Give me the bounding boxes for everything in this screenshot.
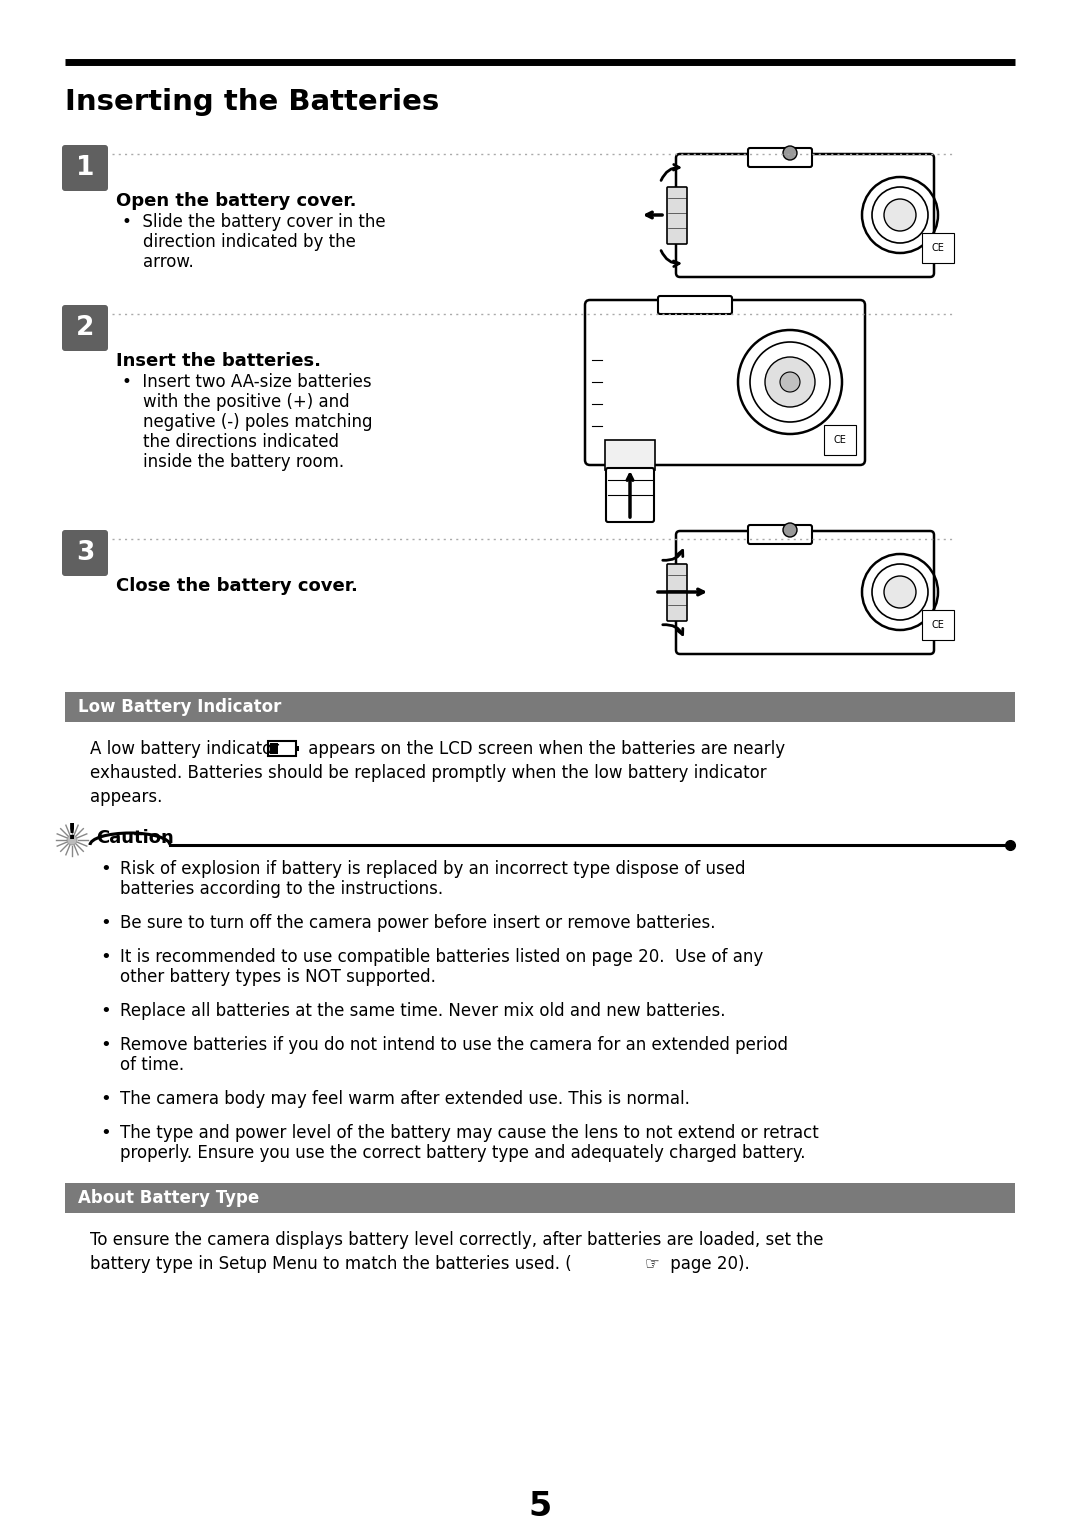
Text: inside the battery room.: inside the battery room.	[122, 454, 345, 470]
Circle shape	[783, 147, 797, 160]
Text: Caution: Caution	[96, 829, 174, 847]
Text: Risk of explosion if battery is replaced by an incorrect type dispose of used: Risk of explosion if battery is replaced…	[120, 860, 745, 878]
Circle shape	[750, 342, 831, 421]
Circle shape	[738, 330, 842, 434]
Text: Inserting the Batteries: Inserting the Batteries	[65, 89, 440, 116]
FancyBboxPatch shape	[676, 531, 934, 654]
Text: •: •	[100, 1124, 111, 1142]
Circle shape	[885, 576, 916, 608]
Text: negative (-) poles matching: negative (-) poles matching	[122, 412, 373, 431]
Text: •  Insert two AA-size batteries: • Insert two AA-size batteries	[122, 373, 372, 391]
Circle shape	[885, 199, 916, 231]
Text: 5: 5	[528, 1490, 552, 1522]
Text: CE: CE	[932, 243, 944, 253]
FancyBboxPatch shape	[748, 148, 812, 166]
Text: Insert the batteries.: Insert the batteries.	[116, 353, 321, 370]
Text: It is recommended to use compatible batteries listed on page 20.  Use of any: It is recommended to use compatible batt…	[120, 948, 764, 967]
Text: CE: CE	[932, 620, 944, 631]
Text: •: •	[100, 860, 111, 878]
Text: 2: 2	[76, 315, 94, 341]
Text: properly. Ensure you use the correct battery type and adequately charged battery: properly. Ensure you use the correct bat…	[120, 1144, 806, 1162]
Text: batteries according to the instructions.: batteries according to the instructions.	[120, 880, 443, 898]
FancyBboxPatch shape	[667, 186, 687, 244]
Circle shape	[780, 373, 800, 392]
Text: •: •	[100, 1090, 111, 1109]
FancyBboxPatch shape	[270, 744, 278, 754]
FancyBboxPatch shape	[585, 299, 865, 466]
Text: with the positive (+) and: with the positive (+) and	[122, 392, 350, 411]
Text: appears.: appears.	[90, 788, 162, 806]
Circle shape	[783, 524, 797, 538]
Text: 3: 3	[76, 541, 94, 567]
Text: Be sure to turn off the camera power before insert or remove batteries.: Be sure to turn off the camera power bef…	[120, 915, 715, 931]
Text: CE: CE	[834, 435, 847, 444]
Text: To ensure the camera displays battery level correctly, after batteries are loade: To ensure the camera displays battery le…	[90, 1231, 824, 1249]
Text: 1: 1	[76, 156, 94, 182]
Text: arrow.: arrow.	[122, 253, 193, 270]
Text: direction indicated by the: direction indicated by the	[122, 234, 356, 250]
Text: Remove batteries if you do not intend to use the camera for an extended period: Remove batteries if you do not intend to…	[120, 1035, 788, 1054]
Text: The camera body may feel warm after extended use. This is normal.: The camera body may feel warm after exte…	[120, 1090, 690, 1109]
FancyBboxPatch shape	[667, 563, 687, 621]
FancyBboxPatch shape	[62, 145, 108, 191]
Text: •: •	[100, 1002, 111, 1020]
Text: •: •	[100, 1035, 111, 1054]
Text: page 20).: page 20).	[665, 1255, 750, 1274]
FancyBboxPatch shape	[748, 525, 812, 544]
Text: Close the battery cover.: Close the battery cover.	[116, 577, 357, 596]
FancyBboxPatch shape	[62, 305, 108, 351]
Text: ☞: ☞	[645, 1255, 660, 1274]
Text: exhausted. Batteries should be replaced promptly when the low battery indicator: exhausted. Batteries should be replaced …	[90, 764, 767, 782]
Text: other battery types is NOT supported.: other battery types is NOT supported.	[120, 968, 436, 986]
Text: Low Battery Indicator: Low Battery Indicator	[78, 698, 282, 716]
Text: !: !	[67, 823, 77, 843]
Text: Replace all batteries at the same time. Never mix old and new batteries.: Replace all batteries at the same time. …	[120, 1002, 726, 1020]
Text: A low battery indicator: A low battery indicator	[90, 741, 279, 757]
Circle shape	[765, 357, 815, 408]
Text: About Battery Type: About Battery Type	[78, 1190, 259, 1206]
FancyBboxPatch shape	[605, 440, 654, 470]
FancyBboxPatch shape	[65, 1183, 1015, 1212]
Text: the directions indicated: the directions indicated	[122, 434, 339, 450]
FancyBboxPatch shape	[296, 747, 299, 751]
Text: appears on the LCD screen when the batteries are nearly: appears on the LCD screen when the batte…	[303, 741, 785, 757]
FancyBboxPatch shape	[65, 692, 1015, 722]
FancyBboxPatch shape	[62, 530, 108, 576]
Text: •  Slide the battery cover in the: • Slide the battery cover in the	[122, 212, 386, 231]
Circle shape	[67, 835, 77, 844]
Text: battery type in Setup Menu to match the batteries used. (: battery type in Setup Menu to match the …	[90, 1255, 571, 1274]
FancyBboxPatch shape	[606, 467, 654, 522]
Text: •: •	[100, 915, 111, 931]
Text: of time.: of time.	[120, 1057, 184, 1073]
Text: •: •	[100, 948, 111, 967]
Text: The type and power level of the battery may cause the lens to not extend or retr: The type and power level of the battery …	[120, 1124, 819, 1142]
FancyBboxPatch shape	[268, 741, 296, 756]
FancyBboxPatch shape	[658, 296, 732, 315]
FancyBboxPatch shape	[676, 154, 934, 276]
Text: Open the battery cover.: Open the battery cover.	[116, 192, 356, 211]
